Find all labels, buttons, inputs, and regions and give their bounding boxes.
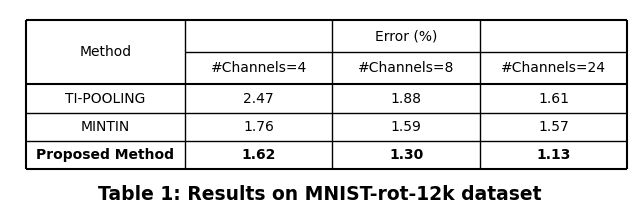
Text: 1.76: 1.76: [243, 120, 274, 134]
Text: #Channels=4: #Channels=4: [211, 61, 307, 75]
Text: 1.59: 1.59: [390, 120, 422, 134]
Text: TI-POOLING: TI-POOLING: [65, 91, 145, 105]
Text: 1.61: 1.61: [538, 91, 569, 105]
Text: Proposed Method: Proposed Method: [36, 148, 174, 162]
Text: 1.13: 1.13: [536, 148, 571, 162]
Text: 1.62: 1.62: [241, 148, 276, 162]
Text: 2.47: 2.47: [243, 91, 274, 105]
Text: 1.30: 1.30: [389, 148, 423, 162]
Text: MINTIN: MINTIN: [81, 120, 130, 134]
Text: #Channels=8: #Channels=8: [358, 61, 454, 75]
Text: #Channels=24: #Channels=24: [501, 61, 606, 75]
Text: Error (%): Error (%): [375, 29, 437, 43]
Text: Table 1: Results on MNIST-rot-12k dataset: Table 1: Results on MNIST-rot-12k datase…: [99, 184, 541, 204]
Text: 1.57: 1.57: [538, 120, 569, 134]
Text: 1.88: 1.88: [390, 91, 422, 105]
Text: Method: Method: [79, 45, 131, 59]
